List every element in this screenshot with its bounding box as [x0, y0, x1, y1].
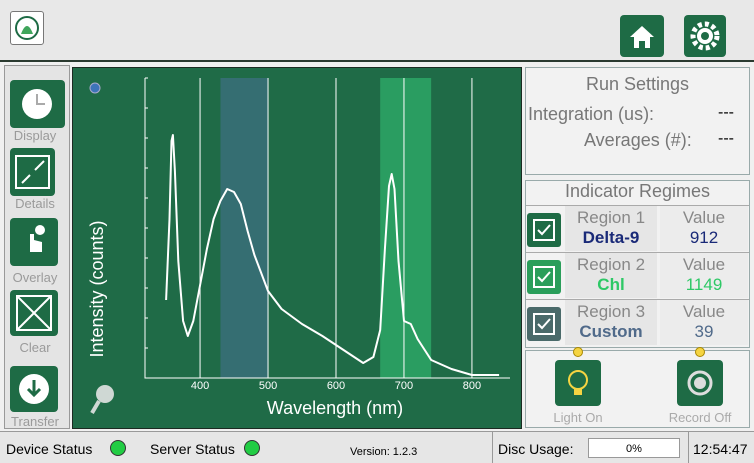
settings-button[interactable]: [684, 15, 726, 57]
check-icon: [533, 313, 555, 335]
overlay-button[interactable]: [10, 218, 58, 266]
magnifier-icon: [90, 385, 114, 415]
checkbox[interactable]: [527, 213, 561, 247]
region-label: Region 3: [576, 302, 646, 321]
setting-value: ---: [718, 104, 734, 121]
resize-icon: [15, 155, 50, 189]
chart-background: [72, 67, 522, 429]
region-label: Region 2: [576, 255, 646, 274]
x-tick-label: 500: [259, 380, 277, 392]
checkbox[interactable]: [527, 260, 561, 294]
clear-icon: [16, 295, 52, 331]
logo-icon: [15, 16, 39, 40]
region-band: [380, 78, 432, 378]
chart: Intensity (counts) Wavelength (nm) 400 50…: [72, 67, 522, 429]
region-cell: [565, 253, 657, 298]
region-value: 39: [694, 322, 714, 341]
control-label: Light On: [553, 410, 603, 425]
record-button[interactable]: [677, 360, 723, 406]
status-indicator: [110, 440, 126, 456]
logo: [10, 11, 44, 45]
x-tick-label: 600: [327, 380, 345, 392]
setting-label: Averages (#):: [584, 130, 692, 150]
clock: 12:54:47: [693, 441, 748, 457]
record-icon: [687, 370, 713, 396]
control-label: Record Off: [668, 410, 732, 425]
status-dot: [89, 82, 101, 94]
button-label: Display: [13, 128, 57, 143]
setting-value: ---: [718, 130, 734, 147]
light-button[interactable]: [555, 360, 601, 406]
region-value: 912: [689, 228, 719, 247]
y-axis-label: Intensity (counts): [87, 220, 107, 357]
row-divider: [526, 205, 749, 206]
disc-label: Disc Usage:: [498, 441, 574, 457]
hand-icon: [30, 225, 45, 252]
disc-usage: 0%: [588, 438, 680, 458]
row-divider: [526, 252, 749, 253]
panel-title: Run Settings: [585, 74, 690, 94]
divider: [688, 432, 689, 463]
value-label: Value: [682, 255, 726, 274]
value-cell: [660, 253, 748, 298]
value-label: Value: [682, 208, 726, 227]
value-label: Value: [682, 302, 726, 321]
button-label: Clear: [19, 340, 51, 355]
home-icon: [630, 26, 654, 48]
button-label: Details: [15, 196, 55, 211]
region-cell: [565, 206, 657, 251]
button-label: Overlay: [12, 270, 58, 285]
version: Version: 1.2.3: [350, 446, 418, 458]
status-indicator: [244, 440, 260, 456]
server-status: Server Status: [150, 441, 235, 457]
region-value: 1149: [685, 275, 723, 294]
region-name: Custom: [579, 322, 643, 341]
download-icon: [19, 374, 49, 404]
panel-title: Indicator Regimes: [564, 181, 711, 201]
value-cell: [660, 206, 748, 251]
indicator-light: [573, 347, 583, 357]
clock-icon: [22, 89, 52, 119]
display-button[interactable]: [10, 80, 65, 128]
button-label: Transfer: [11, 414, 59, 429]
checkbox[interactable]: [527, 307, 561, 341]
value-cell: [660, 300, 748, 345]
region-name: Chl: [597, 275, 625, 294]
run-settings-panel: Run Settings Integration (us): --- Avera…: [525, 67, 750, 175]
region-cell: [565, 300, 657, 345]
details-button[interactable]: [10, 148, 55, 196]
check-icon: [533, 266, 555, 288]
x-tick-label: 800: [463, 380, 481, 392]
region-label: Region 1: [576, 208, 646, 227]
x-tick-label: 400: [191, 380, 209, 392]
setting-label: Integration (us):: [528, 104, 655, 124]
region-band: [220, 78, 269, 378]
spectrum-line: [165, 134, 500, 376]
indicator-light: [695, 347, 705, 357]
divider: [492, 432, 493, 463]
x-axis-label: Wavelength (nm): [267, 398, 403, 418]
transfer-button[interactable]: [10, 366, 58, 412]
row-divider: [526, 299, 749, 300]
device-status: Device Status: [6, 441, 93, 457]
clear-button[interactable]: [10, 290, 58, 336]
region-name: Delta-9: [582, 228, 640, 247]
x-tick-label: 700: [395, 380, 413, 392]
home-button[interactable]: [620, 15, 664, 57]
check-icon: [533, 219, 555, 241]
bulb-icon: [568, 370, 588, 395]
gear-icon: [690, 21, 720, 51]
